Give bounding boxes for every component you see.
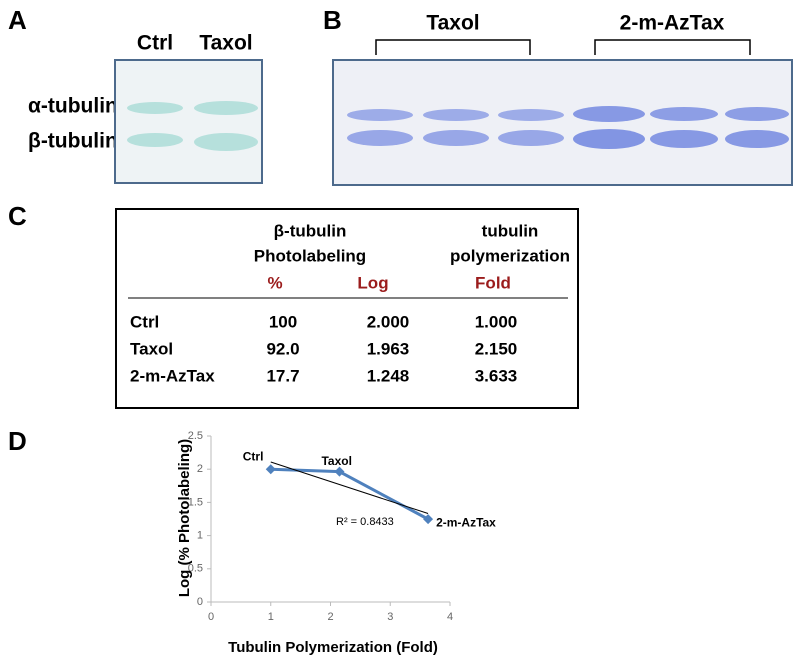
table-frame [115,208,579,409]
trendline [270,461,429,515]
unit-header: Fold [475,273,511,292]
table-cell: 1.000 [475,312,518,331]
point-label: Ctrl [243,449,264,463]
data-point [334,466,345,477]
x-tick-label: 2 [327,611,333,623]
y-tick-label: 2 [197,463,203,475]
group-label: Taxol [426,12,479,35]
table-cell: 2.000 [367,312,410,331]
x-tick-label: 1 [268,611,274,623]
annotation: R² = 0.8433 [336,516,394,528]
lane-label: Ctrl [137,32,173,55]
table-header: polymerization [450,246,570,265]
y-tick-label: 1.5 [188,496,203,508]
lane-label: Taxol [199,32,252,55]
x-tick-label: 4 [447,611,453,623]
group-label: 2-m-AzTax [620,12,725,35]
table-cell: 1.963 [367,339,410,358]
table-cell: 1.248 [367,366,410,385]
x-axis-label: Tubulin Polymerization (Fold) [228,639,438,656]
bracket [375,39,751,55]
y-tick-label: 1 [197,530,203,542]
table-cell: Ctrl [130,312,159,331]
table-body: Ctrl 100 2.000 1.000 Taxol 92.0 1.963 2.150 2-m-… [130,312,517,385]
panel-label: A [8,5,27,35]
y-tick-label: 2.5 [188,430,203,442]
table-header: tubulin [482,221,539,240]
table-cell: 92.0 [266,339,299,358]
panel-label: B [323,5,342,35]
data-point [265,464,276,475]
band-label: α-tubulin [28,95,118,118]
point-label: Taxol [321,454,351,468]
panel-label: C [8,201,27,231]
y-tick-label: 0.5 [188,563,203,575]
panel-label: D [8,426,27,456]
series-line [270,467,429,521]
table-header: Photolabeling [254,246,366,265]
y-axis-label: Log (% Photolabeling) [176,439,193,597]
gel-bands [347,106,789,149]
y-tick-label: 0 [197,596,203,608]
gel [332,59,793,186]
gel-bands [127,101,258,151]
unit-header: % [267,273,282,292]
table-cell: Taxol [130,339,173,358]
table-cell: 2.150 [475,339,518,358]
table-cell: 2-m-AzTax [130,366,215,385]
gel [114,59,263,184]
band-label: β-tubulin [28,130,118,153]
table-header: β-tubulin [274,221,347,240]
x-tick-label: 0 [208,611,214,623]
point-label: 2-m-AzTax [436,515,496,529]
unit-header: Log [357,273,388,292]
x-tick-label: 3 [387,611,393,623]
chart: D 0 0.5 1 1.5 2 2.5 0 1 2 3 4 Tubulin Polymerizatio… [8,426,496,656]
table-cell: 3.633 [475,366,518,385]
data-point [423,514,434,525]
table-cell: 100 [269,312,297,331]
table-cell: 17.7 [266,366,299,385]
